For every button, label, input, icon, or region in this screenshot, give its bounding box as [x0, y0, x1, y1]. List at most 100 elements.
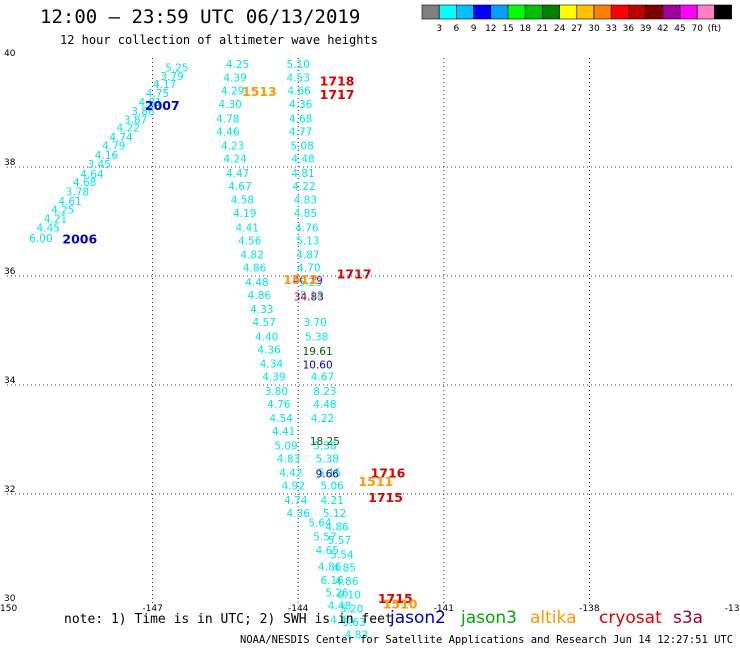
- wave-height-value: 4.83: [277, 453, 300, 465]
- wave-height-value: 5.23: [299, 277, 322, 289]
- wave-height-value: 4.54: [270, 413, 294, 425]
- wave-height-value: 5.12: [323, 508, 346, 520]
- wave-height-value: 4.36: [287, 508, 311, 520]
- wave-height-value: 5.06: [320, 481, 344, 493]
- pass-time-label: 1511: [358, 474, 393, 489]
- color-scale: 3 6 9 12 15 18 21 24 27 30 33 36 39 42 45 70 (ft): [421, 4, 732, 34]
- wave-height-value: 5.38: [316, 453, 339, 465]
- lon-tick-label: -135: [725, 604, 740, 614]
- wave-height-value: 4.22: [292, 181, 315, 193]
- color-scale-label: 24: [554, 24, 566, 34]
- wave-height-value: 4.56: [238, 235, 262, 247]
- wave-height-value: 4.22: [117, 123, 140, 135]
- wave-height-value: 5.09: [274, 440, 297, 452]
- wave-height-value: 9.66: [316, 469, 340, 481]
- wave-height-value: 6.00: [29, 233, 52, 245]
- map-title: 12:00 – 23:59 UTC 06/13/2019: [40, 6, 361, 28]
- color-scale-label: (ft): [708, 24, 722, 34]
- lon-tick-label: -138: [579, 604, 600, 614]
- wave-height-value: 4.48: [291, 154, 314, 166]
- wave-height-value: 4.36: [257, 344, 281, 356]
- wave-height-value: 4.67: [228, 181, 251, 193]
- wave-height-value: 4.43: [330, 615, 353, 627]
- color-scale-label: 6: [454, 24, 460, 34]
- wave-height-value: 4.41: [272, 426, 295, 438]
- wave-height-value: 4.57: [253, 317, 276, 329]
- wave-height-value: 5.38: [313, 440, 336, 452]
- wave-height-value: 4.68: [289, 113, 312, 125]
- wave-height-value: 4.74: [284, 495, 308, 507]
- wave-height-value: 4.65: [316, 545, 339, 557]
- lon-tick-label: -144: [288, 604, 309, 614]
- wave-height-value: 5.08: [290, 141, 313, 153]
- wave-height-value: 3.78: [66, 186, 89, 198]
- color-scale-label: 70: [691, 24, 703, 34]
- pass-time-label: 1510: [383, 596, 418, 611]
- wave-height-value: 5.57: [313, 531, 336, 543]
- wave-height-value: 4.45: [37, 222, 60, 234]
- wave-height-value: 4.33: [250, 304, 273, 316]
- wave-height-value: 40.19: [293, 275, 323, 287]
- wave-height-value: 4.25: [51, 204, 74, 216]
- wave-height-value: 4.85: [294, 208, 317, 220]
- wave-height-value: 4.86: [335, 576, 359, 588]
- wave-height-value: 4.77: [289, 126, 312, 138]
- wave-height-value: 4.22: [311, 413, 334, 425]
- pass-time-label: 2007: [145, 98, 180, 113]
- wave-height-value: 4.76: [267, 399, 291, 411]
- color-scale-label: 42: [657, 24, 668, 34]
- wave-height-value: 5.64: [308, 518, 332, 530]
- wave-height-value: 3.70: [303, 317, 326, 329]
- wave-height-value: 4.61: [58, 196, 81, 208]
- wave-height-value: 4.39: [262, 372, 285, 384]
- wave-height-value: 5.26: [325, 587, 349, 599]
- pass-time-label: 1718: [320, 73, 355, 88]
- wave-height-value: 4.30: [219, 99, 242, 111]
- pass-time-label: 1512: [283, 272, 318, 287]
- lat-tick-label: 38: [4, 158, 16, 168]
- wave-height-value: 5.10: [287, 59, 310, 71]
- wave-height-value: 4.67: [311, 372, 334, 384]
- color-scale-label: 33: [605, 24, 616, 34]
- legend-s3a: s3a: [673, 608, 704, 628]
- wave-height-value: 4.48: [245, 277, 268, 289]
- wave-height-value: 4.86: [248, 290, 272, 302]
- lat-tick-label: 36: [4, 267, 16, 277]
- wave-height-value: 4.48: [313, 399, 336, 411]
- color-scale-label: 15: [502, 24, 513, 34]
- lat-tick-label: 40: [4, 49, 16, 59]
- color-scale-label: 45: [674, 24, 685, 34]
- wave-height-value: 3.86: [131, 106, 155, 118]
- wave-height-value: 4.86: [325, 522, 349, 534]
- wave-height-value: 4.75: [146, 88, 169, 100]
- wave-height-value: 4.87: [296, 250, 319, 262]
- pass-time-label: 1715: [368, 490, 403, 505]
- wave-height-value: 4.64: [80, 169, 104, 181]
- wave-height-value: 4.76: [295, 222, 319, 234]
- wave-height-value: 6.16: [320, 575, 344, 587]
- lat-tick-label: 32: [4, 485, 15, 495]
- wave-height-value: 4.78: [216, 113, 239, 125]
- color-scale-label: 27: [571, 24, 582, 34]
- wave-height-value: 5.15: [318, 468, 341, 480]
- wave-height-value: 4.42: [279, 468, 302, 480]
- pass-time-label: 1715: [378, 591, 413, 606]
- pass-time-label: 2006: [62, 231, 97, 246]
- wave-height-value: 4.53: [287, 72, 310, 84]
- pass-time-label: 1716: [371, 466, 406, 481]
- color-scale-label: 18: [519, 24, 531, 34]
- color-scale-label: 21: [537, 24, 548, 34]
- map-subtitle: 12 hour collection of altimeter wave hei…: [60, 33, 378, 47]
- wave-height-value: 3.87: [124, 114, 147, 126]
- wave-height-value: 5.13: [296, 235, 319, 247]
- color-scale-label: 39: [640, 24, 652, 34]
- wave-height-value: 4.83: [345, 629, 368, 641]
- wave-height-value: 4.92: [282, 481, 305, 493]
- wave-height-value: 4.39: [223, 72, 246, 84]
- lon-tick-label: -141: [434, 604, 454, 614]
- wave-height-value: 4.48: [328, 601, 351, 613]
- wave-height-value: 4.17: [153, 79, 176, 91]
- wave-height-value: 5.63: [342, 617, 365, 629]
- wave-height-value: 4.82: [240, 250, 263, 262]
